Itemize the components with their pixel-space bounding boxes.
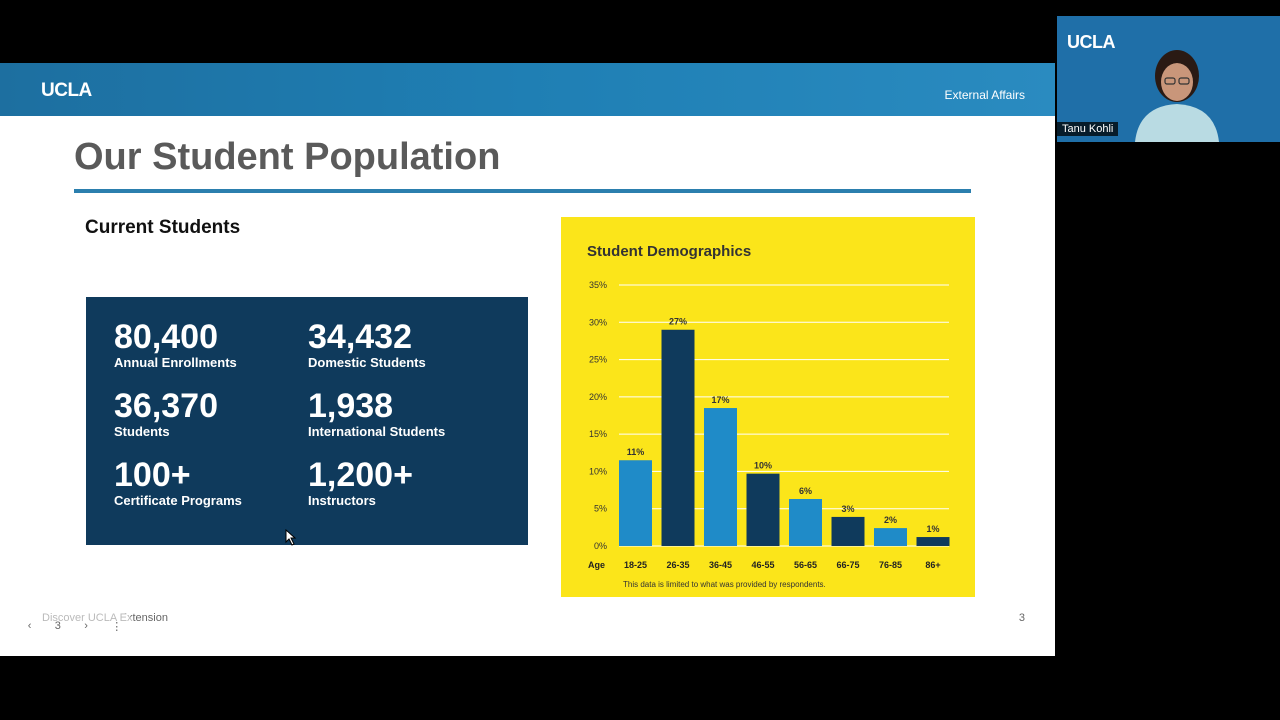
demographics-bar-chart: 0% 5% 10% 15% 20% 25% 30% 35% Age 11% 18-25 27% 26-3… xyxy=(588,280,950,570)
chart-bar xyxy=(704,408,737,546)
x-tick-label: 56-65 xyxy=(794,560,817,570)
x-tick-label: 18-25 xyxy=(624,560,647,570)
y-tick-label: 0% xyxy=(594,541,607,551)
chevron-right-icon[interactable]: › xyxy=(84,620,88,632)
stat-label: Annual Enrollments xyxy=(114,355,237,370)
slide-navigation: ‹ 3 › ⋮ xyxy=(16,613,134,639)
slide-nav-page: 3 xyxy=(54,620,61,632)
x-tick-label: 36-45 xyxy=(709,560,732,570)
x-tick-label: 46-55 xyxy=(751,560,774,570)
participant-name: Tanu Kohli xyxy=(1057,122,1119,136)
chart-bar xyxy=(619,460,652,546)
slide-page-number: 3 xyxy=(1018,612,1025,624)
data-label: 2% xyxy=(884,515,897,525)
y-tick-label: 15% xyxy=(589,429,607,439)
stat-label: Domestic Students xyxy=(308,355,426,370)
y-tick-label: 5% xyxy=(594,504,607,514)
y-tick-label: 20% xyxy=(589,392,607,402)
chart-bar xyxy=(746,473,780,546)
stat-instructors: 1,200+ Instructors xyxy=(308,457,413,509)
chart-note: This data is limited to what was provide… xyxy=(623,580,826,589)
stat-value: 1,938 xyxy=(308,387,394,425)
chart-bar xyxy=(789,499,822,546)
data-label: 10% xyxy=(754,461,772,471)
chart-title: Student Demographics xyxy=(587,243,752,260)
slide-header: UCLA External Affairs xyxy=(0,63,1055,116)
y-tick-label: 10% xyxy=(589,466,607,476)
stat-students: 36,370 Students xyxy=(114,388,218,440)
y-tick-label: 30% xyxy=(589,317,607,327)
data-label: 27% xyxy=(669,317,687,327)
stat-annual-enrollments: 80,400 Annual Enrollments xyxy=(114,319,237,371)
participant-video[interactable]: UCLA Tanu Kohli xyxy=(1057,16,1280,142)
title-divider xyxy=(74,189,971,193)
slide-title: Our Student Population xyxy=(74,136,501,178)
stat-label: Certificate Programs xyxy=(114,493,242,508)
stat-value: 1,200+ xyxy=(308,456,413,494)
participant-avatar xyxy=(1135,50,1219,142)
chart-bar xyxy=(916,537,950,546)
webcam-ucla-logo: UCLA xyxy=(1067,32,1116,52)
stat-value: 80,400 xyxy=(114,318,218,356)
x-tick-label: 86+ xyxy=(925,560,940,570)
y-tick-label: 35% xyxy=(589,280,607,290)
presentation-slide: UCLA External Affairs Our Student Popula… xyxy=(0,63,1055,656)
chart-bar xyxy=(831,516,865,546)
stat-label: International Students xyxy=(308,424,446,439)
section-heading: Current Students xyxy=(85,217,241,238)
stat-certificate-programs: 100+ Certificate Programs xyxy=(114,457,242,509)
chevron-left-icon[interactable]: ‹ xyxy=(27,620,32,632)
data-label: 11% xyxy=(627,447,645,457)
data-label: 17% xyxy=(711,395,729,405)
y-tick-label: 25% xyxy=(589,355,607,365)
stat-label: Students xyxy=(114,424,170,439)
data-label: 6% xyxy=(799,486,812,496)
stat-value: 100+ xyxy=(114,456,191,494)
data-label: 1% xyxy=(926,524,939,534)
more-vertical-icon[interactable]: ⋮ xyxy=(111,620,123,633)
stat-value: 36,370 xyxy=(114,387,218,425)
x-tick-label: 76-85 xyxy=(879,560,902,570)
ucla-logo: UCLA xyxy=(41,80,92,101)
stats-panel: 80,400 Annual Enrollments 34,432 Domesti… xyxy=(86,297,528,545)
chart-bar xyxy=(874,528,907,546)
data-label: 3% xyxy=(841,504,854,514)
stat-international-students: 1,938 International Students xyxy=(308,388,445,440)
stat-label: Instructors xyxy=(308,493,376,508)
stat-domestic-students: 34,432 Domestic Students xyxy=(308,319,426,371)
department-label: External Affairs xyxy=(944,88,1025,102)
chart-bar xyxy=(661,329,695,546)
x-tick-label: 26-35 xyxy=(666,560,689,570)
x-tick-label: 66-75 xyxy=(836,560,859,570)
mouse-cursor-icon xyxy=(285,529,297,546)
x-axis-title: Age xyxy=(588,560,605,570)
stat-value: 34,432 xyxy=(308,318,412,356)
demographics-chart-panel: 0% 5% 10% 15% 20% 25% 30% 35% Age 11% 18-25 27% 26-3… xyxy=(561,217,975,597)
